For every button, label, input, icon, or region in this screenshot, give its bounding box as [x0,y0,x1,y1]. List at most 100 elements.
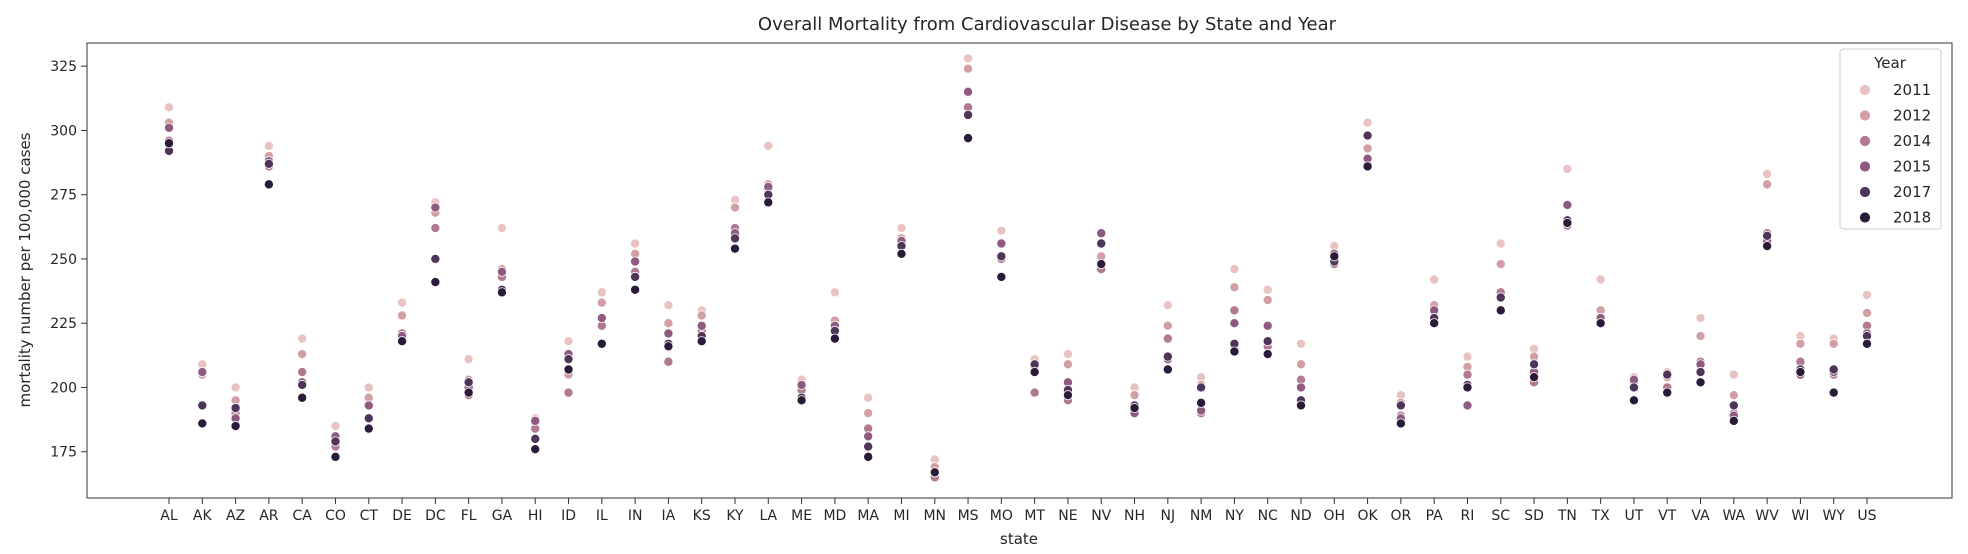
x-tick-label: KY [726,508,744,524]
x-tick-label: VT [1658,508,1677,524]
legend-marker [1859,186,1871,198]
x-tick-label: TN [1557,508,1577,524]
data-point [730,233,741,244]
data-points [163,53,1873,483]
data-point [1296,400,1307,411]
x-tick-label: MT [1024,508,1045,524]
x-tick-label: NC [1258,508,1278,524]
data-point [696,336,707,347]
data-point [163,102,174,113]
data-point [1362,130,1373,141]
data-point [430,277,441,288]
data-point [1262,295,1273,306]
x-tick-label: RI [1461,508,1475,524]
data-point [1728,400,1739,411]
data-point [1828,364,1839,375]
x-tick-label: WY [1823,508,1846,524]
data-point [163,138,174,149]
data-point [1628,382,1639,393]
data-point [1462,400,1473,411]
data-point [963,63,974,74]
data-point [1762,241,1773,252]
legend: Year 2011 2012 2014 2015 2017 2018 [1839,48,1942,230]
x-tick-label: NV [1091,508,1111,524]
legend-label: 2015 [1893,158,1931,176]
data-point [163,122,174,133]
data-point [1462,382,1473,393]
data-point [763,140,774,151]
data-point [1162,351,1173,362]
x-tick-label: KS [693,508,711,524]
data-point [1262,349,1273,360]
data-point [1762,169,1773,180]
data-point [663,328,674,339]
data-point [1662,387,1673,398]
data-point [197,400,208,411]
data-point [197,418,208,429]
x-tick-label: WI [1791,508,1809,524]
data-point [696,320,707,331]
data-point [1096,259,1107,270]
x-tick-label: PA [1426,508,1444,524]
data-point [496,266,507,277]
data-point [1029,367,1040,378]
data-point [896,248,907,259]
data-point [896,223,907,234]
x-tick-label: ID [561,508,576,524]
data-point [1562,163,1573,174]
data-point [1296,338,1307,349]
x-tick-label: IA [662,508,676,524]
x-tick-label: NJ [1161,508,1176,524]
x-tick-label: WA [1722,508,1745,524]
data-point [496,287,507,298]
y-tick-label: 225 [50,316,77,332]
data-point [796,395,807,406]
data-point [963,109,974,120]
data-point [1096,228,1107,239]
x-tick-label: OH [1324,508,1346,524]
x-tick-label: SC [1491,508,1510,524]
data-point [1562,217,1573,228]
data-point [1628,395,1639,406]
data-point [330,436,341,447]
y-axis-label: mortality number per 100,000 cases [16,132,34,407]
data-point [1029,387,1040,398]
data-point [1229,264,1240,275]
data-point [1062,349,1073,360]
data-point [730,243,741,254]
x-tick-label: DC [425,508,446,524]
x-tick-label: AL [160,508,178,524]
data-point [863,392,874,403]
x-tick-label: HI [528,508,543,524]
data-point [363,382,374,393]
data-point [463,354,474,365]
data-point [1162,364,1173,375]
data-point [263,140,274,151]
x-tick-label: FL [461,508,477,524]
data-point [829,333,840,344]
data-point [530,444,541,455]
x-axis-label: state [1000,530,1038,548]
y-tick-label: 325 [50,59,77,75]
data-point [563,364,574,375]
data-point [1229,318,1240,329]
legend-label: 2011 [1893,81,1931,99]
data-point [1429,318,1440,329]
data-point [1762,230,1773,241]
x-tick-label: NY [1225,508,1244,524]
data-point [1062,359,1073,370]
data-point [263,158,274,169]
data-point [1296,359,1307,370]
x-tick-label: IL [596,508,608,524]
data-point [1728,415,1739,426]
x-tick-label: ME [791,508,812,524]
x-tick-label: NM [1190,508,1213,524]
x-tick-label: MS [958,508,979,524]
data-point [1862,307,1873,318]
data-point [996,271,1007,282]
data-point [363,413,374,424]
data-point [297,367,308,378]
data-point [1162,333,1173,344]
x-tick-label: DE [392,508,412,524]
